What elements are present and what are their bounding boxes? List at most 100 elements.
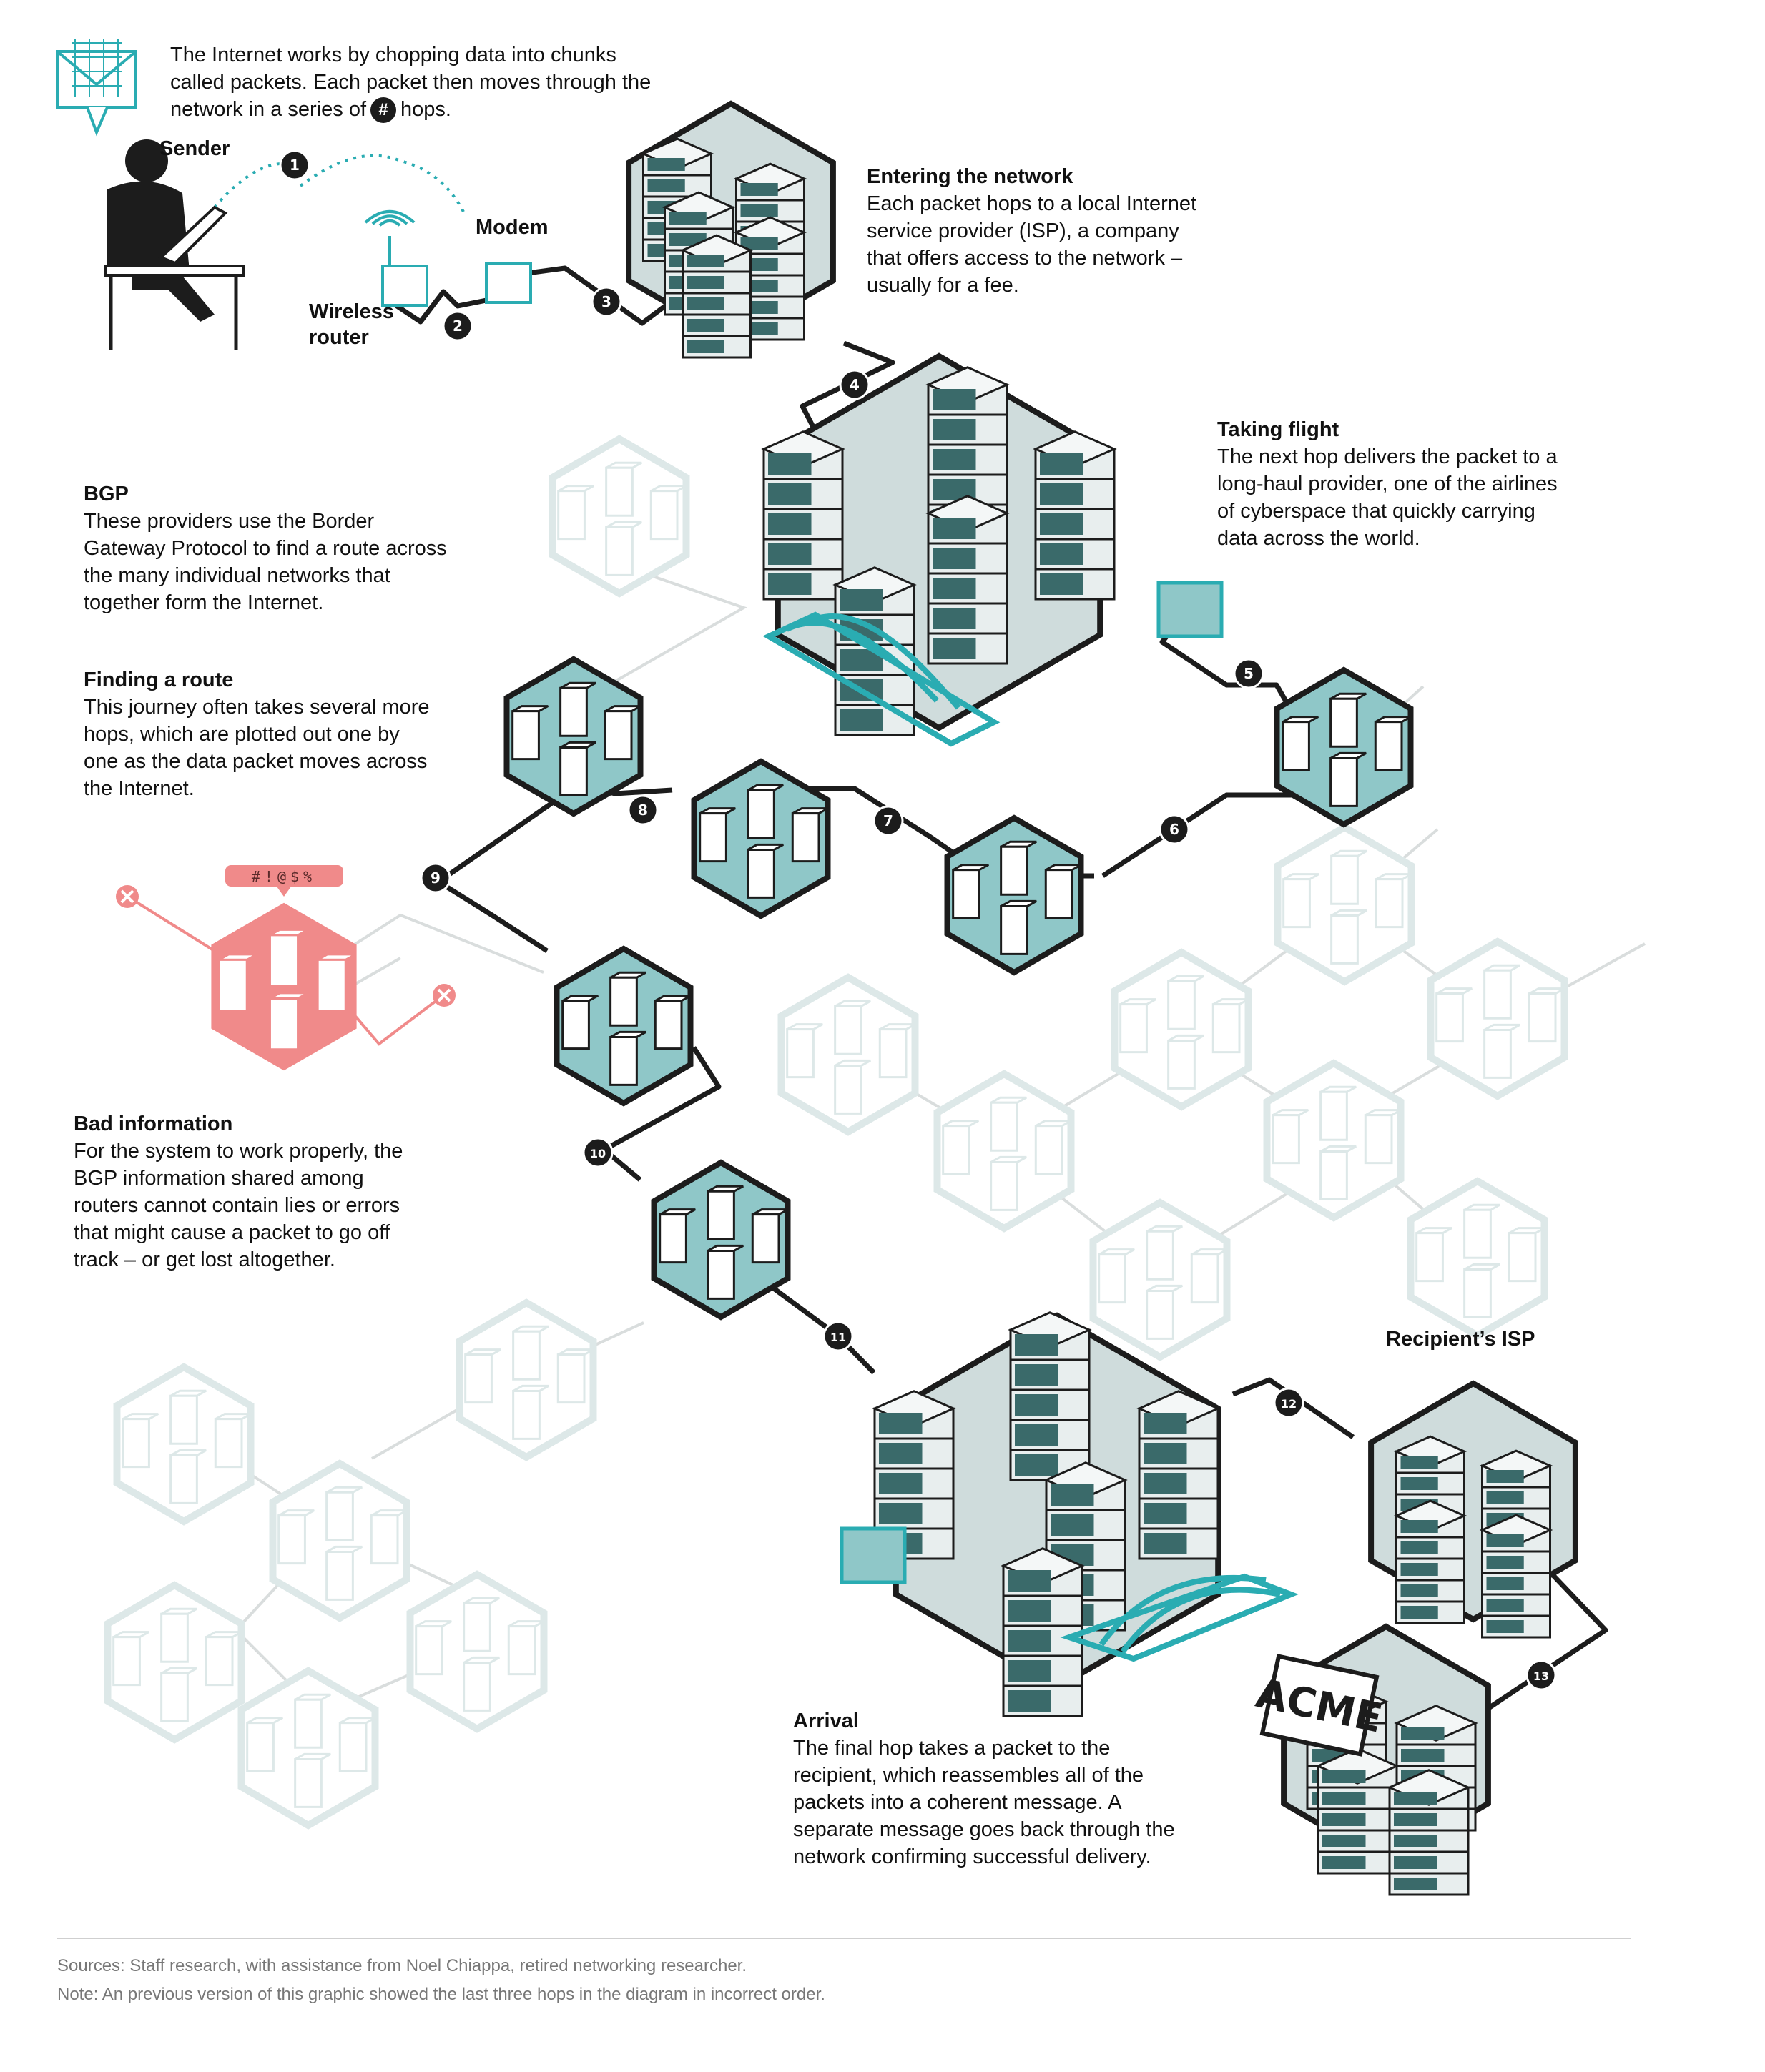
taking-flight-text: Taking flight The next hop delivers the … (1217, 416, 1618, 552)
box-front (1000, 845, 1028, 896)
server-rack-vent (1322, 1813, 1366, 1826)
envelope-flap (56, 50, 137, 87)
bad-route-network: #!@$% (116, 865, 456, 1071)
server-rack-vent (1400, 1563, 1438, 1576)
server-rack (679, 234, 754, 359)
box-front (751, 1213, 780, 1264)
hop-badge (822, 1321, 854, 1352)
hop-number: 10 (590, 1147, 606, 1160)
box-front (169, 1394, 198, 1445)
bgp-line: Gateway Protocol to find a route across (84, 537, 447, 560)
modem-label: Modem (476, 216, 549, 239)
server-rack-vent (1008, 1690, 1051, 1712)
box-front (277, 1514, 306, 1565)
server-rack (1393, 1499, 1467, 1624)
wireless-router-label-line2: router (309, 326, 369, 349)
server-rack-vent (687, 340, 724, 353)
box-front (1528, 992, 1557, 1043)
server-rack-vent (840, 709, 883, 731)
bad-information-line: For the system to work properly, the (74, 1140, 403, 1163)
cable-bundle (1098, 1574, 1281, 1654)
laptop (158, 205, 228, 265)
modem-icon (485, 262, 532, 304)
active-network-node (554, 945, 694, 1107)
faded-network-node (1274, 823, 1415, 986)
arrival-text: Arrival The final hop takes a packet to … (793, 1707, 1237, 1870)
entering-network-line: Each packet hops to a local Internet (867, 192, 1197, 215)
wireless-router-label-line1: Wireless (309, 300, 395, 323)
packet-path-segment (1231, 1377, 1355, 1439)
box-front (747, 848, 775, 899)
server-rack-vent (647, 158, 685, 171)
server-rack-vent (1400, 1541, 1438, 1554)
error-x-mark (437, 988, 451, 1002)
server-rack-vent (768, 483, 812, 505)
box-front (942, 1125, 970, 1175)
entering-network-title: Entering the network (867, 165, 1073, 188)
box-front (707, 1249, 735, 1300)
faded-network-node (1089, 1198, 1231, 1361)
packet-path-segment (1101, 792, 1296, 878)
box-front (561, 1000, 590, 1050)
server-rack-vent (933, 638, 976, 659)
long-haul-cluster (761, 352, 1117, 736)
box-front (1329, 697, 1358, 748)
server-rack-vent (687, 276, 724, 289)
box-front (1167, 980, 1196, 1030)
arrival-cluster (872, 1311, 1221, 1717)
box-front (122, 1418, 150, 1469)
wireless-dotted-path (299, 154, 466, 215)
server-rack-vent (1394, 1813, 1437, 1826)
server-rack (1387, 1769, 1471, 1896)
server-rack (925, 495, 1010, 665)
hop-badge (1273, 1387, 1304, 1419)
hop-badge (582, 1137, 614, 1168)
entering-network-line: service provider (ISP), a company (867, 219, 1179, 242)
server-rack-vent (1040, 483, 1083, 505)
box-front (512, 1389, 541, 1440)
finding-route-title: Finding a route (84, 669, 234, 691)
box-front (834, 1064, 862, 1115)
bgp-title: BGP (84, 483, 129, 505)
hop-badge (1159, 814, 1190, 845)
server-rack-vent (1144, 1533, 1187, 1554)
finding-route-line: This journey often takes several more (84, 696, 430, 719)
wifi-signal-icon (371, 214, 408, 225)
bad-information-line: track – or get lost altogether. (74, 1248, 335, 1271)
server-rack-vent (933, 449, 976, 470)
server-rack-vent (1144, 1413, 1187, 1434)
server-rack-vent (1040, 513, 1083, 535)
entering-network-line: usually for a fee. (867, 274, 1019, 297)
box-front (605, 526, 634, 576)
server-rack-vent (1040, 543, 1083, 565)
sources-note: Sources: Staff research, with assistance… (57, 1956, 747, 1975)
server-rack-vent (1322, 1835, 1366, 1847)
sender-label: Sender (159, 137, 230, 160)
faded-network-node (777, 973, 919, 1136)
taking-flight-line: The next hop delivers the packet to a (1217, 445, 1558, 468)
finding-route-line: one as the data packet moves across (84, 750, 428, 773)
server-rack-vent (1400, 1520, 1438, 1533)
error-x-mark (120, 889, 134, 904)
box-front (604, 710, 633, 761)
server-rack (1033, 430, 1117, 601)
footer: Sources: Staff research, with assistance… (57, 1938, 1631, 2009)
hop-number: 2 (453, 317, 463, 335)
hop-number: 4 (850, 376, 860, 393)
server-rack-vent (1051, 1514, 1094, 1536)
box-front (557, 490, 586, 541)
box-front (1044, 869, 1073, 919)
box-front (654, 1000, 683, 1050)
box-front (1282, 721, 1310, 771)
server-rack-vent (1394, 1878, 1437, 1890)
server-rack-vent (1322, 1856, 1366, 1869)
server-rack-vent (768, 543, 812, 565)
server-rack-vent (933, 518, 976, 539)
server-rack-vent (1401, 1727, 1445, 1740)
active-network-node (651, 1159, 791, 1321)
faded-network-node (549, 435, 690, 598)
box-front (268, 934, 300, 987)
bad-information-line: BGP information shared among (74, 1167, 364, 1190)
hop-number: 13 (1533, 1669, 1549, 1683)
box-front (1435, 992, 1464, 1043)
